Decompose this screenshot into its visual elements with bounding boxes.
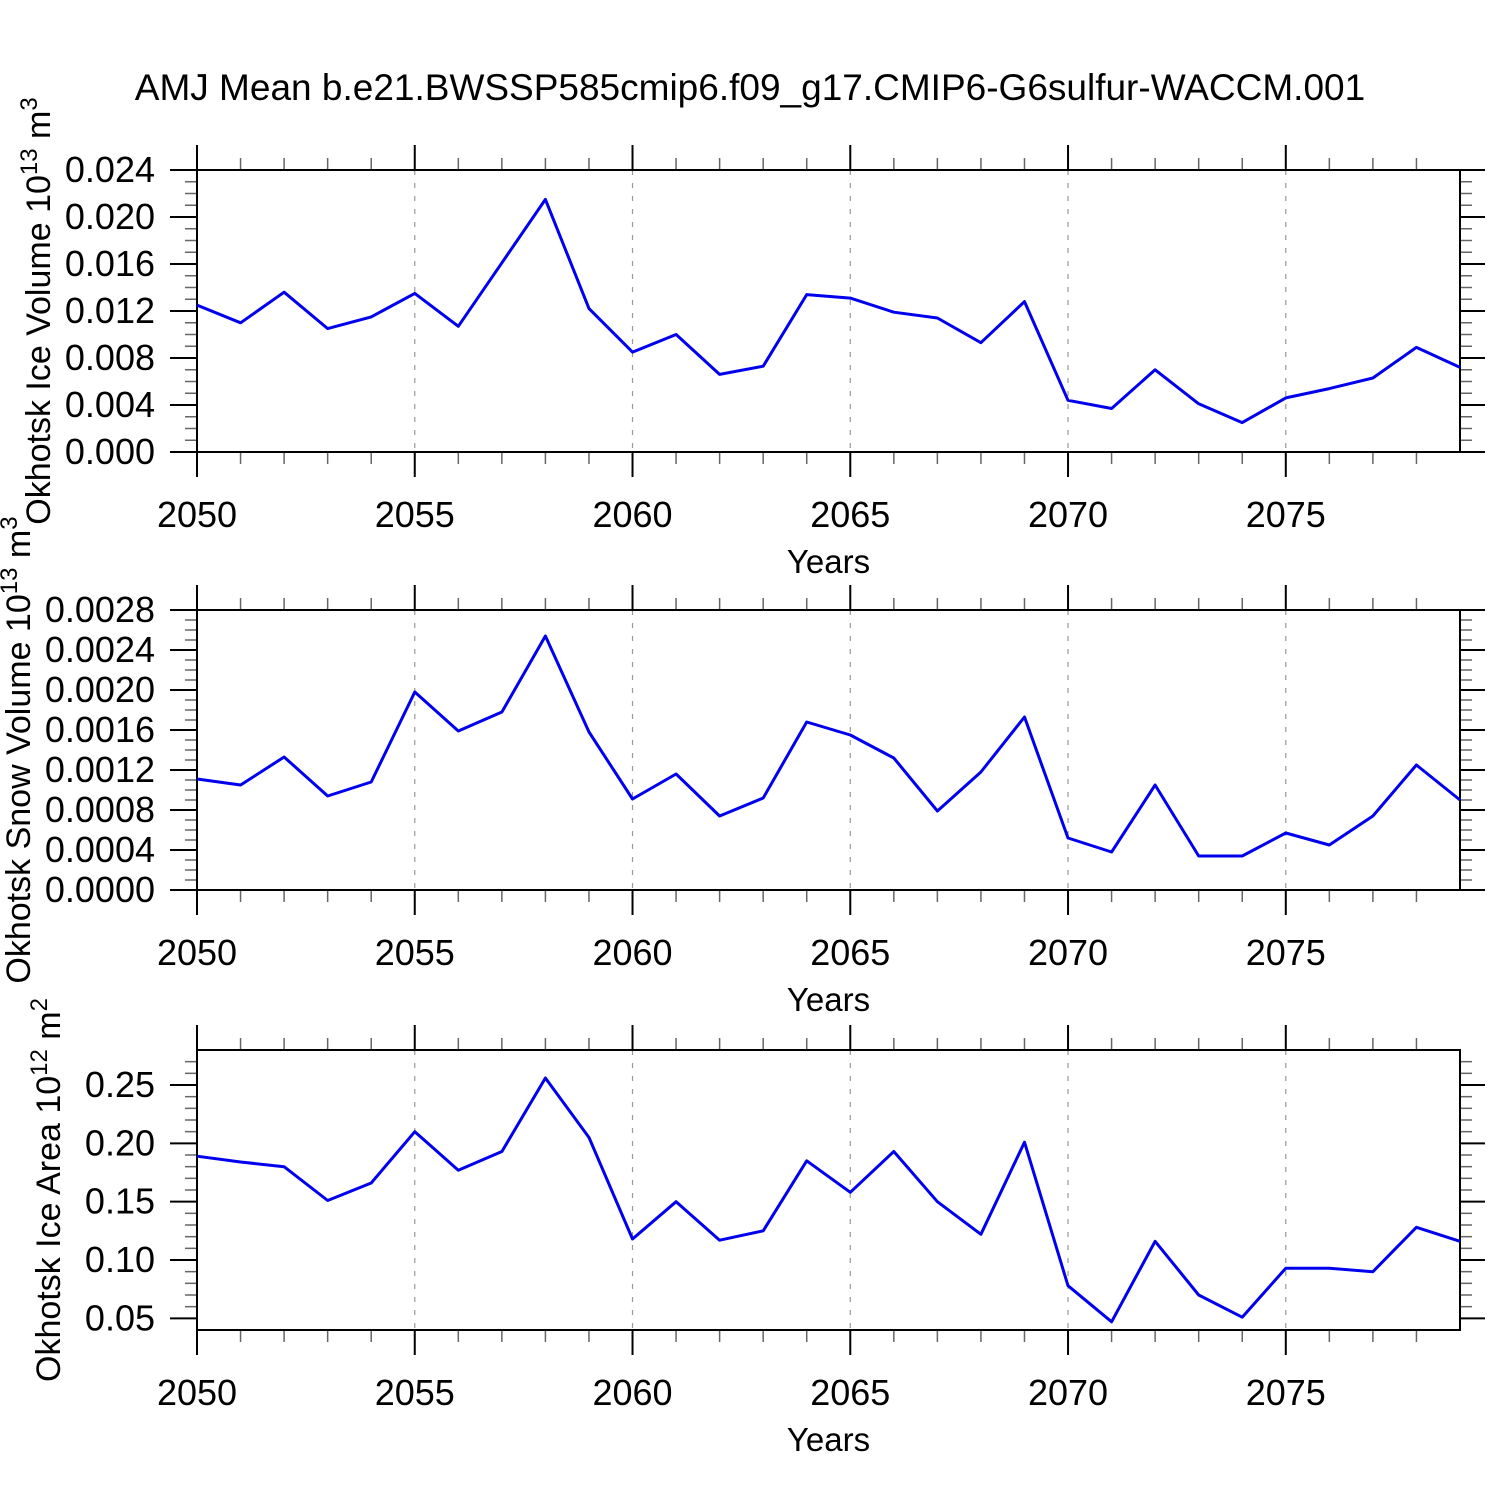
y-tick-label: 0.20 — [85, 1122, 155, 1163]
x-axis-label: Years — [787, 543, 870, 580]
x-tick-label: 2050 — [157, 1372, 237, 1413]
x-tick-label: 2060 — [592, 494, 672, 535]
y-tick-label: 0.25 — [85, 1064, 155, 1105]
y-tick-label: 0.0024 — [45, 629, 155, 670]
x-tick-label: 2050 — [157, 494, 237, 535]
x-tick-label: 2065 — [810, 494, 890, 535]
x-tick-label: 2070 — [1028, 494, 1108, 535]
x-tick-label: 2050 — [157, 932, 237, 973]
y-tick-label: 0.008 — [65, 337, 155, 378]
x-tick-label: 2060 — [592, 1372, 672, 1413]
y-tick-label: 0.0008 — [45, 789, 155, 830]
panels-group: 2050 2055 2060 2065 2070 2075 0.000 0.004 0.008 0… — [0, 97, 1485, 1458]
y-tick-label: 0.016 — [65, 243, 155, 284]
y-axis-label: Okhotsk Snow Volume 1013 m3 — [0, 516, 38, 983]
y-tick-label: 0.0000 — [45, 869, 155, 910]
plot-frame — [196, 1049, 1461, 1331]
series-line-snow-volume — [196, 634, 1461, 858]
y-tick-label: 0.004 — [65, 384, 155, 425]
x-tick-label: 2075 — [1246, 494, 1326, 535]
plot-frame — [196, 609, 1461, 891]
y-tick-label: 0.0004 — [45, 829, 155, 870]
y-tick-label: 0.0012 — [45, 749, 155, 790]
x-tick-label: 2065 — [810, 932, 890, 973]
y-axis-label: Okhotsk Ice Area 1012 m2 — [26, 998, 68, 1382]
panel-ice-volume: 2050 2055 2060 2065 2070 2075 0.000 0.004 0.008 0… — [16, 97, 1485, 580]
plot-frame — [196, 169, 1461, 453]
x-tick-label: 2055 — [375, 1372, 455, 1413]
y-tick-label: 0.020 — [65, 196, 155, 237]
y-tick-label: 0.0020 — [45, 669, 155, 710]
x-tick-label: 2055 — [375, 494, 455, 535]
panel-snow-volume: 2050 2055 2060 2065 2070 20750.00000.00040.00… — [0, 516, 1485, 1018]
x-tick-label: 2075 — [1246, 1372, 1326, 1413]
x-tick-label: 2060 — [592, 932, 672, 973]
y-tick-label: 0.012 — [65, 290, 155, 331]
series-line-ice-volume — [196, 197, 1461, 425]
x-tick-label: 2070 — [1028, 1372, 1108, 1413]
y-tick-label: 0.0016 — [45, 709, 155, 750]
plot-title: AMJ Mean b.e21.BWSSP585cmip6.f09_g17.CMI… — [135, 67, 1365, 108]
series-line-ice-area — [196, 1076, 1461, 1324]
panel-ice-area: 2050 2055 2060 2065 2070 2075 0.05 0.10 0.15 0.20… — [26, 998, 1485, 1458]
y-tick-label: 0.0028 — [45, 589, 155, 630]
x-tick-label: 2055 — [375, 932, 455, 973]
x-axis-label: Years — [787, 1421, 870, 1458]
x-axis-label: Years — [787, 981, 870, 1018]
x-tick-label: 2070 — [1028, 932, 1108, 973]
y-tick-label: 0.024 — [65, 149, 155, 190]
y-tick-label: 0.000 — [65, 431, 155, 472]
x-tick-label: 2065 — [810, 1372, 890, 1413]
y-axis-label: Okhotsk Ice Volume 1013 m3 — [16, 97, 58, 524]
y-tick-label: 0.15 — [85, 1181, 155, 1222]
y-tick-label: 0.10 — [85, 1239, 155, 1280]
y-tick-label: 0.05 — [85, 1297, 155, 1338]
x-tick-label: 2075 — [1246, 932, 1326, 973]
